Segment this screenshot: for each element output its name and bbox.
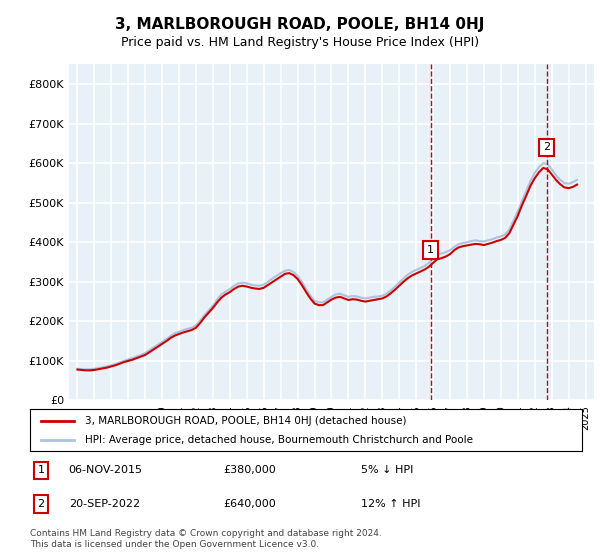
Text: 1: 1: [427, 245, 434, 255]
Text: £640,000: £640,000: [223, 499, 276, 509]
Text: 12% ↑ HPI: 12% ↑ HPI: [361, 499, 421, 509]
Text: £380,000: £380,000: [223, 465, 276, 475]
Text: 20-SEP-2022: 20-SEP-2022: [68, 499, 140, 509]
Text: 1: 1: [38, 465, 44, 475]
Text: 5% ↓ HPI: 5% ↓ HPI: [361, 465, 413, 475]
Text: 06-NOV-2015: 06-NOV-2015: [68, 465, 143, 475]
Text: 3, MARLBOROUGH ROAD, POOLE, BH14 0HJ: 3, MARLBOROUGH ROAD, POOLE, BH14 0HJ: [115, 17, 485, 32]
Text: Price paid vs. HM Land Registry's House Price Index (HPI): Price paid vs. HM Land Registry's House …: [121, 36, 479, 49]
Text: 2: 2: [37, 499, 44, 509]
Text: Contains HM Land Registry data © Crown copyright and database right 2024.
This d: Contains HM Land Registry data © Crown c…: [30, 529, 382, 549]
Text: 3, MARLBOROUGH ROAD, POOLE, BH14 0HJ (detached house): 3, MARLBOROUGH ROAD, POOLE, BH14 0HJ (de…: [85, 416, 407, 426]
Text: HPI: Average price, detached house, Bournemouth Christchurch and Poole: HPI: Average price, detached house, Bour…: [85, 435, 473, 445]
Text: 2: 2: [544, 142, 550, 152]
